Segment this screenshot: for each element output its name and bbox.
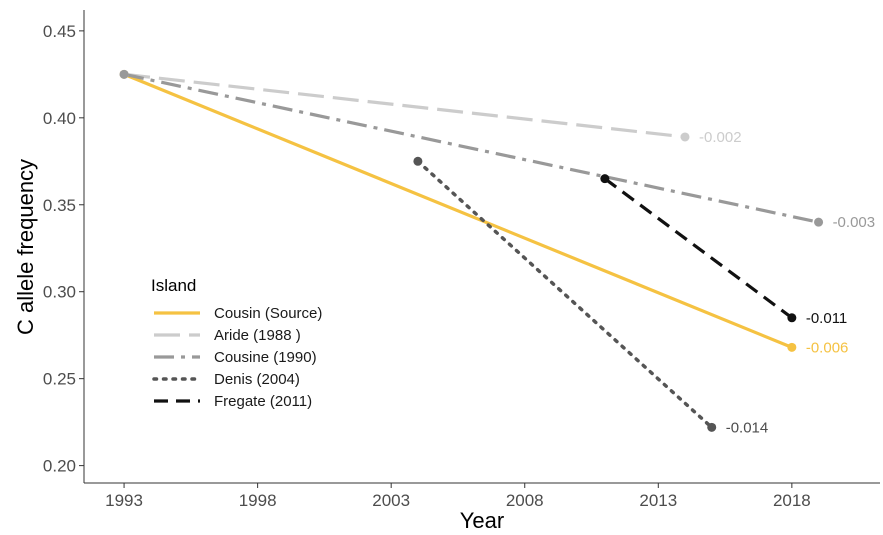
data-point-fregate-2011 (787, 313, 797, 323)
x-tick-label: 1993 (105, 491, 143, 510)
x-tick-label: 2008 (506, 491, 544, 510)
end-label-fregate-2011: -0.011 (806, 310, 847, 327)
x-axis-title: Year (460, 508, 504, 533)
series-lines (123, 72, 819, 430)
y-tick-label: 0.20 (43, 457, 76, 476)
data-point-denis-2004 (413, 156, 423, 166)
x-tick-label: 2003 (372, 491, 410, 510)
end-labels: -0.006 -0.002 -0.003 -0.014 -0.011 (699, 129, 875, 436)
legend: Island Cousin (Source) Aride (1988 ) Cousi… (151, 276, 322, 410)
end-label-cousine-1990: -0.003 (833, 214, 876, 231)
legend-label-cousine-1990: Cousine (1990) (214, 349, 317, 366)
legend-label-cousin-source: Cousin (Source) (214, 305, 322, 322)
legend-title: Island (151, 276, 196, 295)
series-line-denis-2004 (416, 159, 714, 430)
series-line-cousin-source (123, 72, 793, 349)
end-label-cousin-source: -0.006 (806, 339, 849, 356)
x-tick-label: 2018 (773, 491, 811, 510)
series-line-cousine-1990 (123, 72, 819, 224)
axes (83, 10, 880, 484)
data-point-denis-2004 (707, 422, 717, 432)
data-point-aride-1988 (680, 132, 690, 142)
y-tick-label: 0.40 (43, 109, 76, 128)
y-axis-ticks: 0.20 0.25 0.30 0.35 0.40 0.45 (43, 22, 84, 476)
data-point-fregate-2011 (600, 174, 610, 184)
y-tick-label: 0.30 (43, 283, 76, 302)
legend-label-fregate-2011: Fregate (2011) (214, 393, 312, 410)
legend-label-aride-1988: Aride (1988 ) (214, 327, 301, 344)
legend-label-denis-2004: Denis (2004) (214, 371, 300, 388)
y-tick-label: 0.35 (43, 196, 76, 215)
data-point-cousine-1990 (814, 217, 824, 227)
x-axis-ticks: 1993 1998 2003 2008 2013 2018 (105, 483, 811, 510)
y-axis-title: C allele frequency (13, 159, 38, 335)
x-tick-label: 1998 (239, 491, 277, 510)
series-line-fregate-2011 (603, 177, 793, 320)
end-label-aride-1988: -0.002 (699, 129, 742, 146)
data-point-cousin-source (787, 342, 797, 352)
series-points (119, 69, 824, 432)
end-label-denis-2004: -0.014 (726, 419, 769, 436)
y-tick-label: 0.25 (43, 370, 76, 389)
series-line-aride-1988 (123, 72, 686, 139)
data-point-cousine-1990 (119, 69, 129, 79)
y-tick-label: 0.45 (43, 22, 76, 41)
x-tick-label: 2013 (639, 491, 677, 510)
